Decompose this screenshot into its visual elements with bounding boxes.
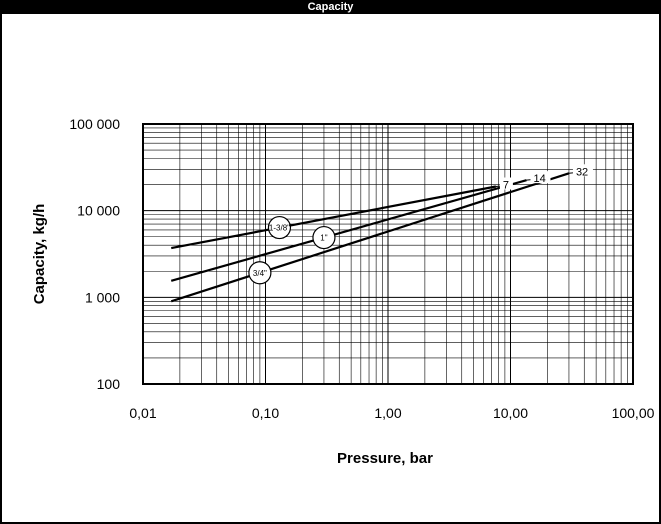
series-line [170, 179, 527, 282]
series-name-badges: 1-3/8" 1" 3/4" [248, 215, 336, 285]
series-name-label: 1-3/8" [269, 224, 290, 233]
series-end-label: 7 [503, 180, 509, 192]
y-tick-label: 10 000 [77, 203, 120, 219]
x-tick-label: 100,00 [612, 405, 655, 421]
series-end-label: 14 [533, 173, 545, 185]
grid-lines [143, 124, 633, 384]
series-line [171, 185, 497, 250]
end-label-bg [572, 164, 593, 177]
x-tick-label: 0,10 [252, 405, 279, 421]
series-line [170, 172, 570, 303]
end-label-bg [499, 177, 513, 190]
chart-title: Capacity [307, 2, 354, 13]
y-tick-label: 1 000 [85, 289, 120, 305]
y-tick-label: 100 [97, 376, 121, 392]
x-tick-label: 1,00 [374, 405, 401, 421]
series-name-label: 1" [320, 234, 327, 243]
series-end-labels: 7 14 32 [495, 164, 593, 192]
series-badge-circle [267, 215, 292, 240]
series-badge-circle [248, 261, 272, 285]
series-lines [170, 172, 570, 303]
y-tick-label: 100 000 [69, 116, 120, 132]
x-tick-label: 0,01 [129, 405, 156, 421]
series-end-label: 32 [576, 166, 588, 178]
y-axis-label: Capacity, kg/h [31, 204, 48, 305]
x-axis-label: Pressure, bar [337, 450, 433, 467]
end-label-bg [530, 171, 551, 184]
series-name-label: 3/4" [253, 269, 267, 278]
y-tick-labels: 100 1 000 10 000 100 000 [69, 116, 120, 392]
x-tick-label: 10,00 [493, 405, 528, 421]
series-badge-circle [312, 225, 336, 250]
plot-area [142, 123, 634, 385]
chart-title-bar: Capacity [2, 2, 659, 14]
x-tick-labels: 0,01 0,10 1,00 10,00 100,00 [129, 405, 654, 421]
